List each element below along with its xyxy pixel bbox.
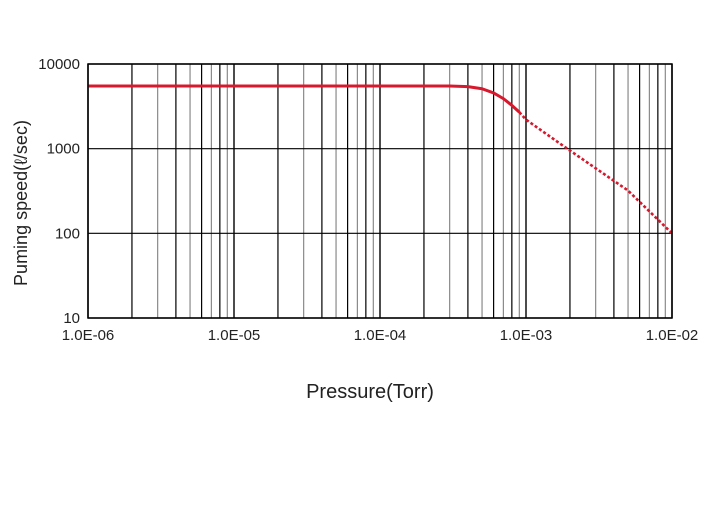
x-axis-title: Pressure(Torr) xyxy=(306,381,434,403)
x-tick-labels: 1.0E-06 1.0E-05 1.0E-04 1.0E-03 1.0E-02 xyxy=(62,327,699,344)
y-tick-label: 10 xyxy=(63,310,80,327)
plot-frame xyxy=(87,63,673,319)
x-tick-label: 1.0E-03 xyxy=(500,327,553,344)
x-tick-label: 1.0E-04 xyxy=(354,327,407,344)
x-tick-label: 1.0E-02 xyxy=(646,327,699,344)
y-axis-title: Puming speed(ℓ/sec) xyxy=(11,120,31,286)
series-lines xyxy=(88,84,673,235)
y-tick-label: 10000 xyxy=(38,56,80,73)
grid-lines xyxy=(87,63,673,319)
y-tick-label: 100 xyxy=(55,225,80,242)
x-tick-label: 1.0E-06 xyxy=(62,327,115,344)
x-tick-label: 1.0E-05 xyxy=(208,327,261,344)
series-line-2 xyxy=(518,111,673,235)
series-line-1 xyxy=(88,84,521,114)
y-tick-labels: 10 100 1000 10000 xyxy=(38,56,80,327)
y-tick-label: 1000 xyxy=(47,141,80,158)
